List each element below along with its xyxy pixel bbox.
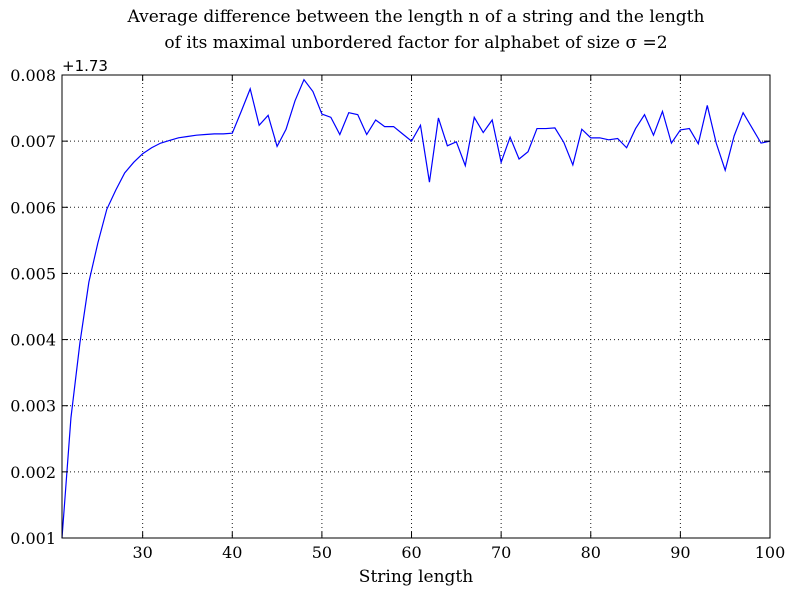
tick-labels: 30 40 50 60 70 80 90 100 0.001 0.002 0.003 0.004 0.0… <box>10 66 785 562</box>
x-tick-label: 40 <box>222 543 242 562</box>
chart-title-line-1: Average difference between the length n … <box>127 7 705 27</box>
x-tick-label: 50 <box>312 543 332 562</box>
x-tick-label: 80 <box>581 543 601 562</box>
x-tick-label: 70 <box>491 543 511 562</box>
x-tick-label: 30 <box>132 543 152 562</box>
ticks <box>62 74 771 539</box>
y-tick-label: 0.006 <box>10 198 56 217</box>
series-line <box>61 78 771 539</box>
y-tick-label: 0.008 <box>10 66 56 85</box>
x-axis-label: String length <box>359 567 473 587</box>
y-tick-label: 0.005 <box>10 264 56 283</box>
y-tick-label: 0.007 <box>10 132 56 151</box>
chart-title-line-2: of its maximal unbordered factor for alp… <box>164 33 667 53</box>
x-tick-label: 100 <box>755 543 786 562</box>
y-tick-label: 0.001 <box>10 529 56 548</box>
series-layer <box>61 78 771 539</box>
y-tick-label: 0.003 <box>10 397 56 416</box>
x-tick-label: 60 <box>401 543 421 562</box>
grid <box>62 75 770 538</box>
x-tick-label: 90 <box>670 543 690 562</box>
y-offset-label: +1.73 <box>62 57 108 75</box>
y-tick-label: 0.004 <box>10 331 56 350</box>
y-tick-label: 0.002 <box>10 463 56 482</box>
plot-frame <box>61 74 771 539</box>
